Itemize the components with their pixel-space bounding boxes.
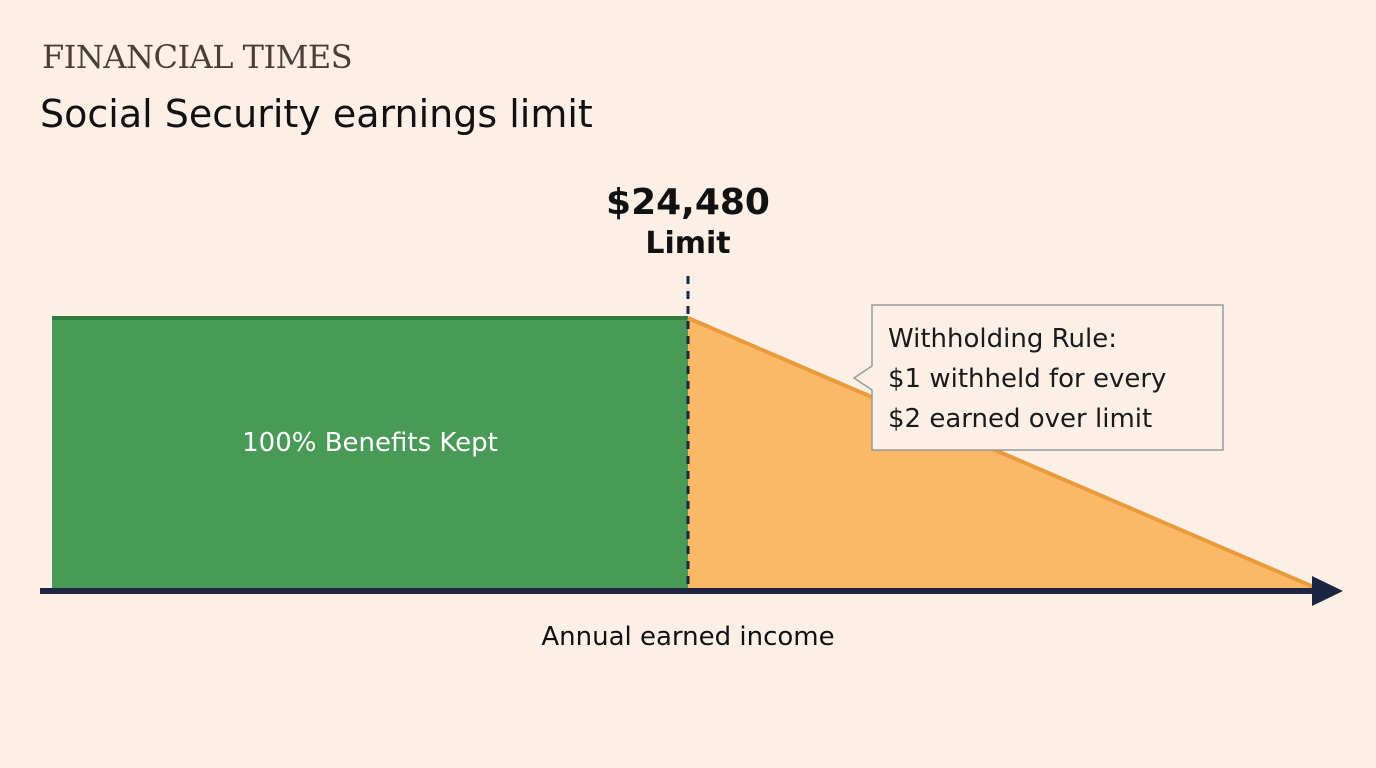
limit-label: Limit <box>645 226 731 261</box>
page-title: Social Security earnings limit <box>40 92 593 136</box>
benefits-kept-label: 100% Benefits Kept <box>242 428 498 458</box>
limit-amount: $24,480 <box>606 182 770 223</box>
benefits-kept-region <box>52 318 688 590</box>
callout-line: $1 withheld for every <box>888 364 1167 394</box>
callout-line: Withholding Rule: <box>888 324 1117 354</box>
withholding-slope-edge <box>687 316 1317 590</box>
brand-logo: FINANCIAL TIMES <box>42 38 353 76</box>
x-axis-label: Annual earned income <box>541 622 835 652</box>
x-axis-arrowhead <box>1312 576 1343 606</box>
callout-box <box>852 304 1224 451</box>
withholding-rule-callout: Withholding Rule: $1 withheld for every … <box>888 319 1166 439</box>
callout-line: $2 earned over limit <box>888 404 1153 434</box>
